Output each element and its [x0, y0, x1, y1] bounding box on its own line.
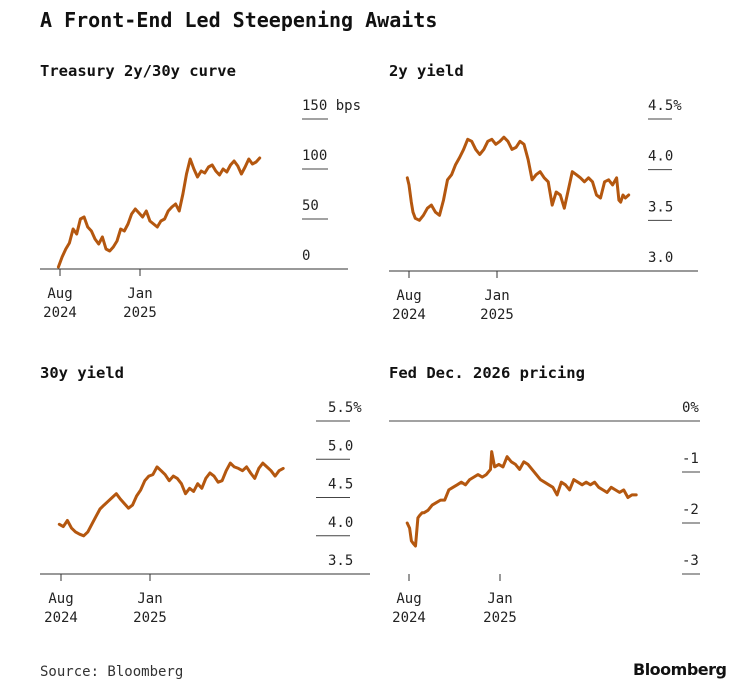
panel3-x-tick-month: Jan [137, 591, 162, 607]
panel1-title: Treasury 2y/30y curve [40, 62, 236, 80]
source-note: Source: Bloomberg [40, 664, 184, 680]
panel2-y-tick-label: 4.0 [648, 149, 673, 165]
panel4-series-line [405, 450, 638, 548]
panel4-y-tick-label: -1 [682, 451, 699, 467]
panel1-y-tick-label: 150 bps [302, 98, 361, 114]
panel4-x-tick-month: Jan [487, 591, 512, 607]
panel4-y-tick-label: -2 [682, 502, 699, 518]
panel3-y-tick-label: 3.5 [328, 553, 353, 569]
panel1-x-tick-year: 2024 [43, 305, 77, 321]
main-title: A Front-End Led Steepening Awaits [40, 8, 438, 32]
panel2-x-tick-year: 2025 [480, 307, 514, 323]
panel4-x-tick-year: 2024 [392, 610, 426, 626]
panel2-y-tick-label: 3.5 [648, 199, 673, 215]
panel1-x-tick-month: Aug [47, 286, 72, 302]
panel4-title: Fed Dec. 2026 pricing [389, 364, 585, 382]
panel2-y-tick-label: 3.0 [648, 250, 673, 266]
panel3-x-tick-year: 2024 [44, 610, 78, 626]
panel1-x-tick-year: 2025 [123, 305, 157, 321]
panel2-x-tick-month: Aug [396, 288, 421, 304]
panel2-x-tick-year: 2024 [392, 307, 426, 323]
panel1-y-tick-label: 50 [302, 198, 319, 214]
panel3-series-line [57, 461, 285, 538]
panel4-y-tick-label: -3 [682, 553, 699, 569]
panel3-x-tick-year: 2025 [133, 610, 167, 626]
panel4-x-tick-month: Aug [396, 591, 421, 607]
panel1-x-tick-month: Jan [127, 286, 152, 302]
panel3-y-tick-label: 4.5 [328, 477, 353, 493]
panel3-title: 30y yield [40, 364, 124, 382]
panel1-y-tick-label: 100 [302, 148, 327, 164]
panel1-y-tick-label: 0 [302, 248, 310, 264]
panel3-y-tick-label: 5.5% [328, 400, 362, 416]
panel4-y-tick-label: 0% [682, 400, 699, 416]
panel2-x-tick-month: Jan [484, 288, 509, 304]
bloomberg-logo: Bloomberg [633, 660, 727, 679]
panel2-title: 2y yield [389, 62, 464, 80]
panel2-y-tick-label: 4.5% [648, 98, 682, 114]
panel3-y-tick-label: 5.0 [328, 438, 353, 454]
panel2-series-line [405, 135, 631, 222]
panel1-series-line [56, 156, 262, 269]
panel4-x-tick-year: 2025 [483, 610, 517, 626]
panel3-y-tick-label: 4.0 [328, 515, 353, 531]
panel3-x-tick-month: Aug [48, 591, 73, 607]
